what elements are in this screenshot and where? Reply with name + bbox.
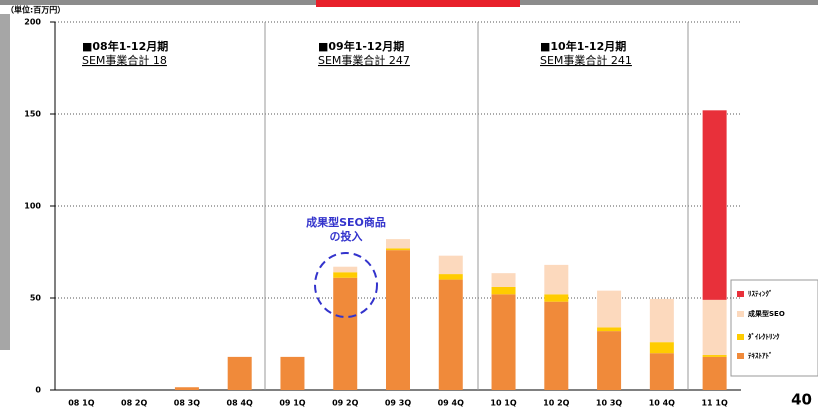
x-tick-label: 09 4Q — [438, 399, 464, 408]
bar-segment — [544, 301, 569, 390]
bar-segment — [544, 264, 569, 295]
y-tick-label: 200 — [24, 18, 41, 27]
side-strip — [0, 14, 10, 350]
bar-segment — [491, 294, 516, 390]
x-tick-label: 10 2Q — [543, 399, 569, 408]
bar-segment — [597, 331, 622, 390]
legend — [730, 279, 818, 377]
x-tick-label: 08 2Q — [121, 399, 147, 408]
period-heading: ■10年1-12月期 — [540, 39, 626, 53]
callout-text: 成果型SEO商品 — [306, 215, 386, 229]
x-tick-label: 09 3Q — [385, 399, 411, 408]
x-tick-label: 09 2Q — [332, 399, 358, 408]
period-total: SEM事業合計 18 — [82, 53, 167, 67]
legend-swatch — [737, 334, 744, 340]
bar-segment — [227, 356, 252, 390]
period-total: SEM事業合計 241 — [540, 53, 632, 67]
bar-segment — [333, 277, 358, 390]
bar-segment — [333, 266, 358, 273]
bar-segment — [174, 387, 199, 390]
period-total: SEM事業合計 247 — [318, 53, 410, 67]
period-heading: ■09年1-12月期 — [318, 39, 404, 53]
y-tick-label: 0 — [35, 386, 41, 395]
x-tick-label: 10 4Q — [649, 399, 675, 408]
x-tick-label: 10 3Q — [596, 399, 622, 408]
period-heading: ■08年1-12月期 — [82, 39, 168, 53]
bar-segment — [702, 356, 727, 390]
bar-segment — [702, 110, 727, 300]
unit-label: （単位:百万円） — [6, 5, 65, 15]
bar-segment — [649, 342, 674, 354]
bar-segment — [597, 327, 622, 332]
legend-label: ﾃｷｽﾄｱﾄﾞ — [748, 351, 773, 360]
legend-label: ﾘｽﾃｨﾝｸﾞ — [748, 289, 773, 298]
top-tab — [316, 0, 520, 7]
y-tick-label: 50 — [30, 294, 42, 303]
bar-segment — [438, 255, 463, 275]
bar-segment — [386, 239, 410, 249]
legend-swatch — [737, 311, 744, 317]
page-number: 40 — [791, 391, 812, 409]
bar-segment — [702, 299, 727, 356]
bar-segment — [386, 250, 410, 390]
bar-segment — [438, 274, 463, 280]
legend-swatch — [737, 353, 744, 359]
bar-segment — [386, 248, 410, 251]
bar-segment — [438, 279, 463, 390]
callout-text: の投入 — [330, 229, 363, 243]
legend-label: 成果型SEO — [748, 309, 785, 318]
legend-label: ﾀﾞｲﾚｸﾄﾘﾝｸ — [748, 332, 780, 341]
x-tick-label: 08 1Q — [68, 399, 94, 408]
bar-segment — [702, 355, 727, 357]
bar-segment — [491, 273, 516, 287]
bar-segment — [649, 298, 674, 343]
bar-segment — [280, 356, 305, 390]
bar-segment — [333, 272, 358, 278]
bar-segment — [544, 294, 569, 302]
y-tick-label: 100 — [24, 202, 41, 211]
x-tick-label: 08 4Q — [227, 399, 253, 408]
y-tick-label: 150 — [24, 110, 41, 119]
legend-swatch — [737, 291, 744, 297]
x-tick-label: 11 1Q — [701, 399, 727, 408]
bar-segment — [649, 353, 674, 390]
bar-segment — [491, 286, 516, 295]
x-tick-label: 09 1Q — [279, 399, 305, 408]
callout-circle — [314, 252, 378, 318]
bar-segment — [597, 290, 622, 328]
x-tick-label: 10 1Q — [490, 399, 516, 408]
x-tick-label: 08 3Q — [174, 399, 200, 408]
